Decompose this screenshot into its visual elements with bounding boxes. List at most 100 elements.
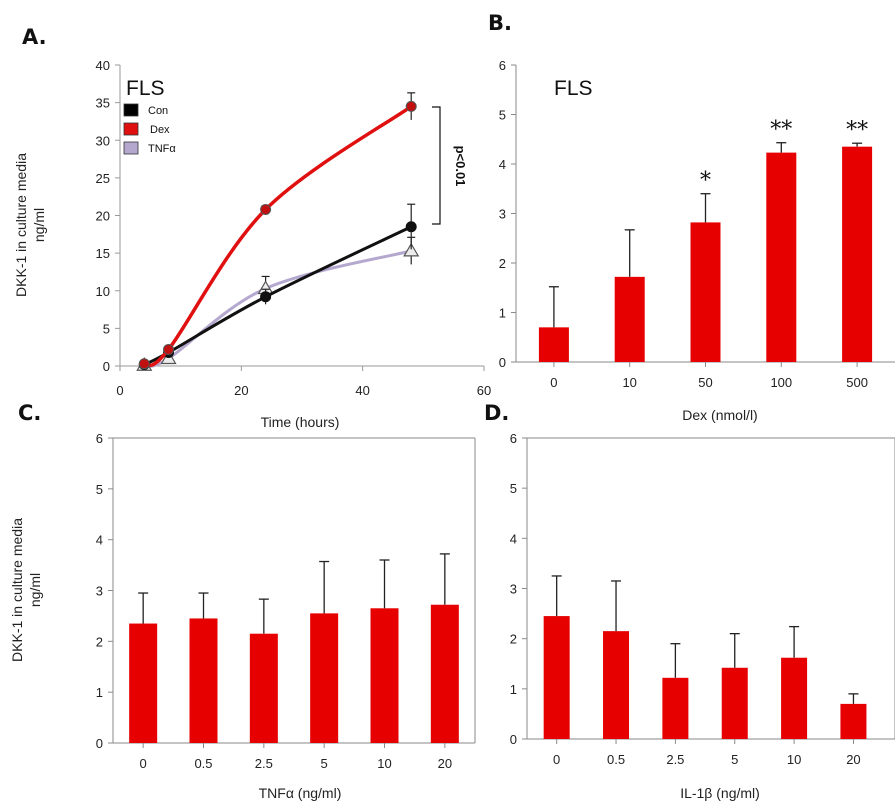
panel-d-ytick-label: 5	[510, 481, 517, 496]
panel-b-xlabel: Dex (nmol/l)	[682, 407, 757, 423]
panel-b-ytick-label: 6	[499, 58, 506, 73]
panel-c-bar	[249, 633, 278, 743]
panel-c-bar	[129, 623, 158, 743]
panel-b-label: B.	[488, 11, 512, 35]
panel-b-significance-mark: *	[700, 169, 711, 194]
panel-c-xtick-label: 5	[321, 756, 328, 771]
panel-d-chart: 0 1 2 3 4 5 6 0 0.5 2.5 5 10 20	[510, 431, 895, 767]
panel-c-xlabel: TNFα (ng/ml)	[259, 785, 342, 801]
panel-a-series-line-tnf	[143, 249, 412, 368]
panel-b-bar	[842, 146, 873, 362]
panel-c: C. 0 1 2 3 4 5 6 0 0.5 2.5 5 10 20 TNFα (ng/ml) DKK-…	[9, 401, 476, 801]
panel-a-legend-label: TNFα	[148, 143, 176, 155]
panel-c-bar	[430, 604, 459, 743]
panel-d: D. 0 1 2 3 4 5 6 0 0.5 2.5 5 10 20 IL-1β (ng/ml)	[484, 401, 895, 801]
panel-d-xtick-label: 0.5	[607, 752, 625, 767]
panel-b-xtick-label: 500	[846, 375, 868, 390]
panel-d-bar	[603, 631, 630, 739]
panel-c-xtick-label: 0.5	[194, 756, 212, 771]
panel-a-plot-frame	[119, 65, 484, 367]
panel-c-ytick-label: 0	[96, 736, 103, 751]
panel-a-point-marker	[405, 221, 417, 233]
panel-a-xlabel: Time (hours)	[261, 414, 340, 430]
panel-b-ytick-label: 0	[499, 355, 506, 370]
panel-c-ytick-label: 5	[96, 482, 103, 497]
panel-b-chart: 0 1 2 3 4 5 6 0 10 50 * 100 ** 500 **	[499, 58, 895, 390]
panel-d-bar	[721, 667, 748, 739]
panel-c-ylabel-text: DKK-1 in culture media ng/ml	[9, 518, 43, 662]
panel-a-xtick-label: 40	[355, 383, 369, 398]
panel-d-xtick-label: 20	[846, 752, 860, 767]
panel-d-xtick-label: 10	[787, 752, 801, 767]
panel-a-xtick-label: 20	[234, 383, 248, 398]
panel-d-xtick-label: 0	[553, 752, 560, 767]
panel-a-point-marker	[138, 358, 150, 370]
panel-b: B. 0 1 2 3 4 5 6 0 10 50 * 100 ** 500 ** FLS Dex (nmol…	[488, 11, 895, 423]
panel-a-ytick-label: 20	[96, 209, 110, 224]
panel-a-legend-swatch	[123, 122, 139, 136]
panel-c-ylabel: DKK-1 in culture media ng/ml	[9, 518, 43, 662]
panel-a-ytick-label: 15	[96, 246, 110, 261]
panel-d-ytick-label: 0	[510, 732, 517, 747]
panel-a-ytick-label: 10	[96, 284, 110, 299]
panel-a-point-marker	[403, 242, 420, 257]
panel-c-ytick-label: 2	[96, 634, 103, 649]
panel-a-ytick-label: 30	[96, 133, 110, 148]
panel-a-series	[136, 92, 420, 371]
panel-c-bar	[189, 618, 218, 743]
panel-a-label: A.	[22, 25, 47, 49]
panel-c-chart: 0 1 2 3 4 5 6 0 0.5 2.5 5 10 20	[96, 431, 476, 771]
panel-b-inset-label: FLS	[554, 77, 593, 100]
panel-b-ytick-label: 1	[499, 306, 506, 321]
panel-c-bar	[370, 608, 399, 743]
panel-d-bar	[543, 616, 570, 739]
panel-d-xtick-label: 2.5	[666, 752, 684, 767]
panel-d-label: D.	[484, 401, 509, 425]
panel-c-ytick-label: 1	[96, 685, 103, 700]
panel-b-xtick-label: 10	[622, 375, 636, 390]
panel-a-series-line-con	[143, 225, 412, 366]
panel-c-xtick-label: 0	[140, 756, 147, 771]
panel-a-ytick-label: 0	[103, 359, 110, 374]
panel-c-xtick-label: 20	[438, 756, 452, 771]
panel-d-bar	[840, 703, 867, 739]
panel-d-ytick-label: 4	[510, 531, 517, 546]
panel-d-xtick-label: 5	[731, 752, 738, 767]
panel-b-bar	[538, 327, 569, 362]
panel-b-bar	[766, 152, 797, 362]
panel-a-legend: Con Dex TNFα	[123, 103, 176, 155]
panel-a-point-marker	[260, 203, 272, 215]
panel-c-xtick-label: 10	[377, 756, 391, 771]
panel-a-pvalue: p<0.01	[453, 146, 468, 187]
panel-b-xtick-label: 50	[698, 375, 712, 390]
panel-b-bar	[690, 222, 721, 362]
panel-b-ytick-label: 5	[499, 108, 506, 123]
panel-d-bar	[662, 677, 689, 739]
panel-a-legend-label: Dex	[150, 124, 170, 136]
panel-a-point-marker	[163, 343, 175, 355]
panel-a-ytick-label: 35	[96, 96, 110, 111]
panel-d-ytick-label: 2	[510, 632, 517, 647]
panel-a-ticks: 0 5 10 15 20 25 30 35 40 0 20 40 60	[96, 58, 492, 398]
panel-a-xtick-label: 60	[477, 383, 491, 398]
panel-c-bar	[310, 613, 339, 743]
panel-a-xtick-label: 0	[116, 383, 123, 398]
panel-a-point-marker	[405, 100, 417, 112]
panel-a-legend-label: Con	[148, 105, 168, 117]
panel-a-legend-swatch	[123, 141, 139, 155]
panel-b-ytick-label: 3	[499, 207, 506, 222]
panel-d-ytick-label: 3	[510, 582, 517, 597]
panel-c-ytick-label: 6	[96, 431, 103, 446]
panel-b-ytick-label: 2	[499, 256, 506, 271]
panel-b-significance-mark: **	[846, 118, 868, 143]
panel-d-ytick-label: 6	[510, 431, 517, 446]
panel-a-legend-swatch	[123, 103, 139, 117]
panel-d-bar	[781, 657, 808, 739]
panel-a-ylabel: DKK-1 in culture media ng/ml	[13, 153, 47, 297]
panel-c-ytick-label: 3	[96, 584, 103, 599]
panel-a: A. 0 5 10 15 20 25 30 35 40 0 20 40 60 FLS Con Dex TNF…	[13, 25, 491, 430]
panel-a-significance-bracket: p<0.01	[432, 106, 468, 225]
panel-c-ytick-label: 4	[96, 533, 103, 548]
panel-a-series-line-dex	[143, 104, 413, 368]
